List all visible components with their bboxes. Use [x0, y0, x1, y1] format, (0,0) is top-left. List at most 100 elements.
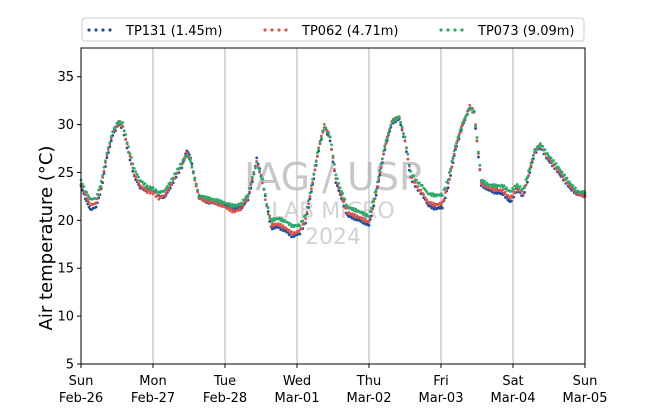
data-point	[515, 183, 519, 186]
data-point	[452, 152, 456, 156]
data-point	[543, 148, 547, 152]
data-point	[367, 220, 371, 224]
data-point	[265, 202, 269, 206]
x-tick-day: Sun	[573, 374, 598, 389]
data-point	[474, 124, 477, 128]
data-point	[259, 175, 263, 179]
data-point	[102, 165, 106, 169]
data-point	[217, 198, 221, 202]
data-point	[87, 201, 91, 204]
data-point	[450, 165, 454, 169]
x-tick-date: Mar-01	[275, 391, 320, 406]
data-point	[322, 123, 326, 126]
data-point	[415, 178, 418, 182]
data-point	[177, 167, 181, 171]
data-point	[563, 173, 566, 177]
data-point	[343, 198, 347, 201]
data-point	[450, 159, 454, 163]
data-point	[318, 142, 322, 146]
data-point	[194, 184, 198, 188]
data-point	[364, 217, 367, 221]
data-point	[171, 176, 175, 180]
data-point	[163, 194, 166, 198]
data-point	[475, 136, 479, 139]
y-tick-label: 15	[57, 262, 74, 277]
data-point	[405, 150, 408, 154]
data-point	[383, 145, 387, 149]
data-point	[340, 189, 343, 193]
data-point	[449, 174, 452, 177]
data-point	[439, 203, 443, 206]
data-point	[400, 127, 404, 131]
data-point	[491, 183, 495, 186]
data-point	[513, 190, 517, 194]
data-point	[370, 206, 373, 210]
data-point	[399, 123, 403, 127]
data-point	[368, 210, 372, 213]
data-point	[237, 209, 240, 212]
watermark-line-2: LAB MICRO	[271, 199, 394, 224]
data-point	[206, 195, 210, 199]
data-point	[82, 185, 86, 188]
data-point	[151, 186, 155, 190]
data-point	[314, 160, 318, 163]
data-point	[248, 190, 251, 194]
data-point	[134, 170, 138, 174]
data-point	[442, 198, 446, 201]
data-point	[374, 188, 378, 192]
data-point	[86, 198, 90, 202]
data-point	[121, 125, 125, 129]
data-point	[574, 186, 577, 190]
data-point	[527, 169, 530, 173]
data-point	[261, 177, 264, 181]
data-point	[448, 171, 451, 174]
data-point	[549, 156, 553, 160]
data-point	[560, 170, 564, 174]
data-point	[454, 146, 457, 150]
data-point	[529, 161, 533, 165]
data-point	[240, 202, 244, 206]
data-point	[98, 185, 102, 189]
data-point	[425, 198, 428, 202]
data-point	[445, 180, 449, 184]
data-point	[311, 181, 314, 184]
data-point	[367, 215, 371, 218]
data-point	[83, 193, 87, 197]
data-point	[403, 135, 407, 139]
data-point	[324, 126, 328, 130]
data-point	[263, 198, 267, 202]
data-point	[352, 206, 355, 210]
data-point	[502, 184, 506, 188]
data-point	[268, 214, 272, 218]
data-point	[137, 181, 141, 185]
x-tick-date: Feb-26	[59, 391, 103, 406]
data-point	[249, 181, 253, 185]
legend-marker	[277, 28, 281, 32]
data-point	[86, 193, 90, 197]
data-point	[266, 206, 270, 210]
data-point	[232, 205, 236, 209]
data-point	[168, 181, 172, 185]
data-point	[253, 166, 257, 170]
data-point	[228, 202, 232, 206]
legend-item: TP131 (1.45m)	[87, 24, 222, 39]
data-point	[532, 153, 535, 157]
data-point	[281, 224, 285, 228]
data-point	[376, 180, 379, 184]
data-point	[121, 121, 125, 124]
data-point	[307, 199, 310, 202]
data-point	[538, 142, 542, 145]
data-point	[552, 158, 555, 162]
data-point	[557, 165, 560, 169]
data-point	[317, 147, 320, 150]
data-point	[305, 205, 309, 209]
data-point	[546, 152, 549, 156]
data-point	[568, 180, 571, 184]
data-point	[565, 176, 569, 180]
data-point	[469, 107, 473, 110]
data-point	[105, 154, 109, 157]
data-point	[145, 184, 149, 188]
data-point	[508, 197, 512, 201]
data-point	[134, 175, 138, 179]
data-point	[423, 188, 427, 192]
